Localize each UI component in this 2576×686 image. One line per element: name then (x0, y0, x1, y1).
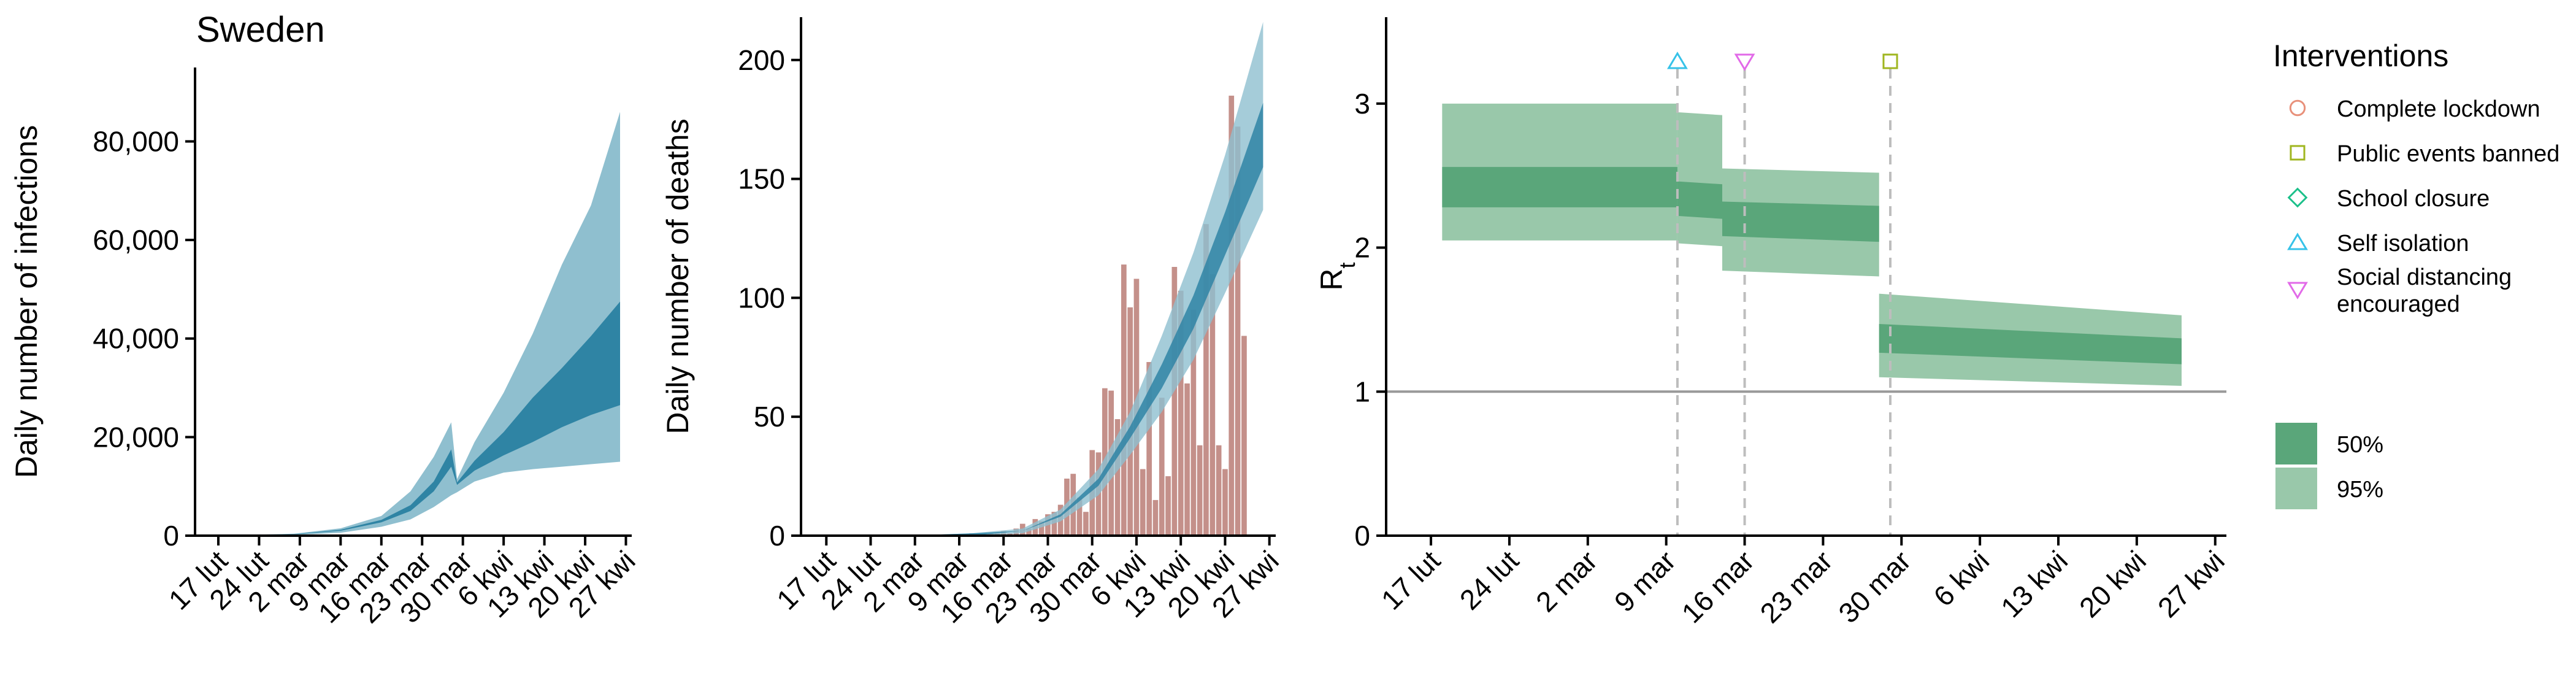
legend-marker (2289, 99, 2306, 117)
y-tick-label: 150 (738, 163, 785, 195)
y-tick-label: 3 (1354, 88, 1370, 120)
death-bar (1222, 469, 1228, 536)
x-tick-label: 23 mar (1754, 544, 1838, 629)
death-bar (1235, 126, 1241, 536)
x-tick-label: 20 kwi (2073, 544, 2152, 623)
legend-marker (2287, 233, 2308, 250)
legend-marker (2290, 145, 2306, 161)
death-bar (1140, 469, 1146, 536)
death-bar (1216, 445, 1222, 536)
death-bar (1241, 336, 1247, 536)
death-bar (1203, 224, 1209, 536)
y-tick-label: 50 (754, 401, 785, 433)
intervention-marker (1734, 53, 1755, 71)
legend: Interventions Complete lockdown Public eve… (2273, 39, 2559, 509)
x-tick-label: 16 mar (1676, 544, 1760, 629)
death-bar (1159, 398, 1165, 536)
y-tick-label: 80,000 (93, 125, 179, 157)
y-axis-label-subscript: t (1335, 262, 1360, 268)
y-tick-label: 0 (163, 520, 179, 552)
death-bar (1038, 521, 1045, 536)
y-tick-label: 0 (769, 520, 785, 552)
death-bar (1076, 498, 1083, 536)
death-bar (1114, 419, 1121, 536)
legend-item-label: Self isolation (2337, 231, 2469, 256)
x-tick-label: 2 mar (1530, 544, 1603, 618)
panel-infections: Sweden Daily number of infections (9, 10, 620, 536)
death-bar (1026, 528, 1032, 536)
x-tick-label: 9 mar (1608, 544, 1682, 618)
legend-item-label: School closure (2337, 186, 2490, 212)
legend-item-label: encouraged (2337, 291, 2460, 317)
y-axis-label: Daily number of infections (9, 125, 44, 478)
x-tick-label: 24 lut (1454, 544, 1525, 615)
y-tick-label: 2 (1354, 232, 1370, 264)
rt-band-50 (1442, 167, 1677, 207)
legend-item-label: Public events banned (2337, 141, 2559, 167)
y-tick-label: 200 (738, 44, 785, 76)
rt-band-50 (1879, 323, 2182, 364)
death-bar (1178, 290, 1184, 536)
legend-title: Interventions (2273, 39, 2448, 73)
rt-band-95 (1677, 112, 1722, 247)
y-axis-label: Daily number of deaths (661, 118, 695, 434)
infections-band-50 (241, 301, 620, 536)
x-tick-label: 30 mar (1832, 544, 1917, 629)
legend-band-label: 50% (2337, 432, 2383, 458)
infections-band-95 (241, 112, 620, 536)
death-bar (1152, 499, 1159, 536)
y-tick-label: 20,000 (93, 421, 179, 453)
death-bar (1165, 476, 1171, 536)
death-bar (1051, 512, 1057, 536)
panel-rt: Rt (1314, 52, 2226, 536)
panel-deaths: Daily number of deaths (661, 21, 1263, 536)
legend-band-swatch (2275, 468, 2317, 509)
y-tick-label: 1 (1354, 376, 1370, 407)
x-tick-label: 6 kwi (1927, 544, 1995, 612)
y-tick-label: 100 (738, 282, 785, 314)
death-bar (1229, 95, 1235, 536)
y-axis-label: Rt (1314, 262, 1360, 290)
legend-band-label: 95% (2337, 477, 2383, 503)
death-bar (1184, 383, 1190, 536)
rt-band-50 (1722, 201, 1879, 242)
x-tick-label: 13 kwi (1995, 544, 2074, 623)
legend-marker (2287, 282, 2308, 299)
rt-band-50 (1677, 181, 1722, 219)
legend-band-swatch (2275, 423, 2317, 464)
intervention-marker (1882, 53, 1898, 69)
y-tick-label: 0 (1354, 520, 1370, 552)
death-bar (1197, 445, 1203, 536)
death-bar (1209, 274, 1216, 536)
intervention-marker (1666, 52, 1688, 69)
legend-item-label: Complete lockdown (2337, 96, 2540, 122)
legend-item-label: Social distancing (2337, 264, 2512, 290)
panel-title: Sweden (196, 10, 325, 50)
death-bar (1190, 309, 1197, 536)
legend-marker (2287, 187, 2308, 208)
death-bar (1146, 362, 1152, 536)
deaths-band-95 (851, 21, 1263, 536)
x-tick-label: 27 kwi (2152, 544, 2231, 623)
death-bar (1083, 512, 1089, 536)
y-tick-label: 60,000 (93, 224, 179, 256)
death-bar (1171, 267, 1178, 536)
death-bar (1121, 264, 1127, 536)
x-tick-label: 17 lut (1375, 544, 1446, 615)
y-tick-label: 40,000 (93, 323, 179, 355)
